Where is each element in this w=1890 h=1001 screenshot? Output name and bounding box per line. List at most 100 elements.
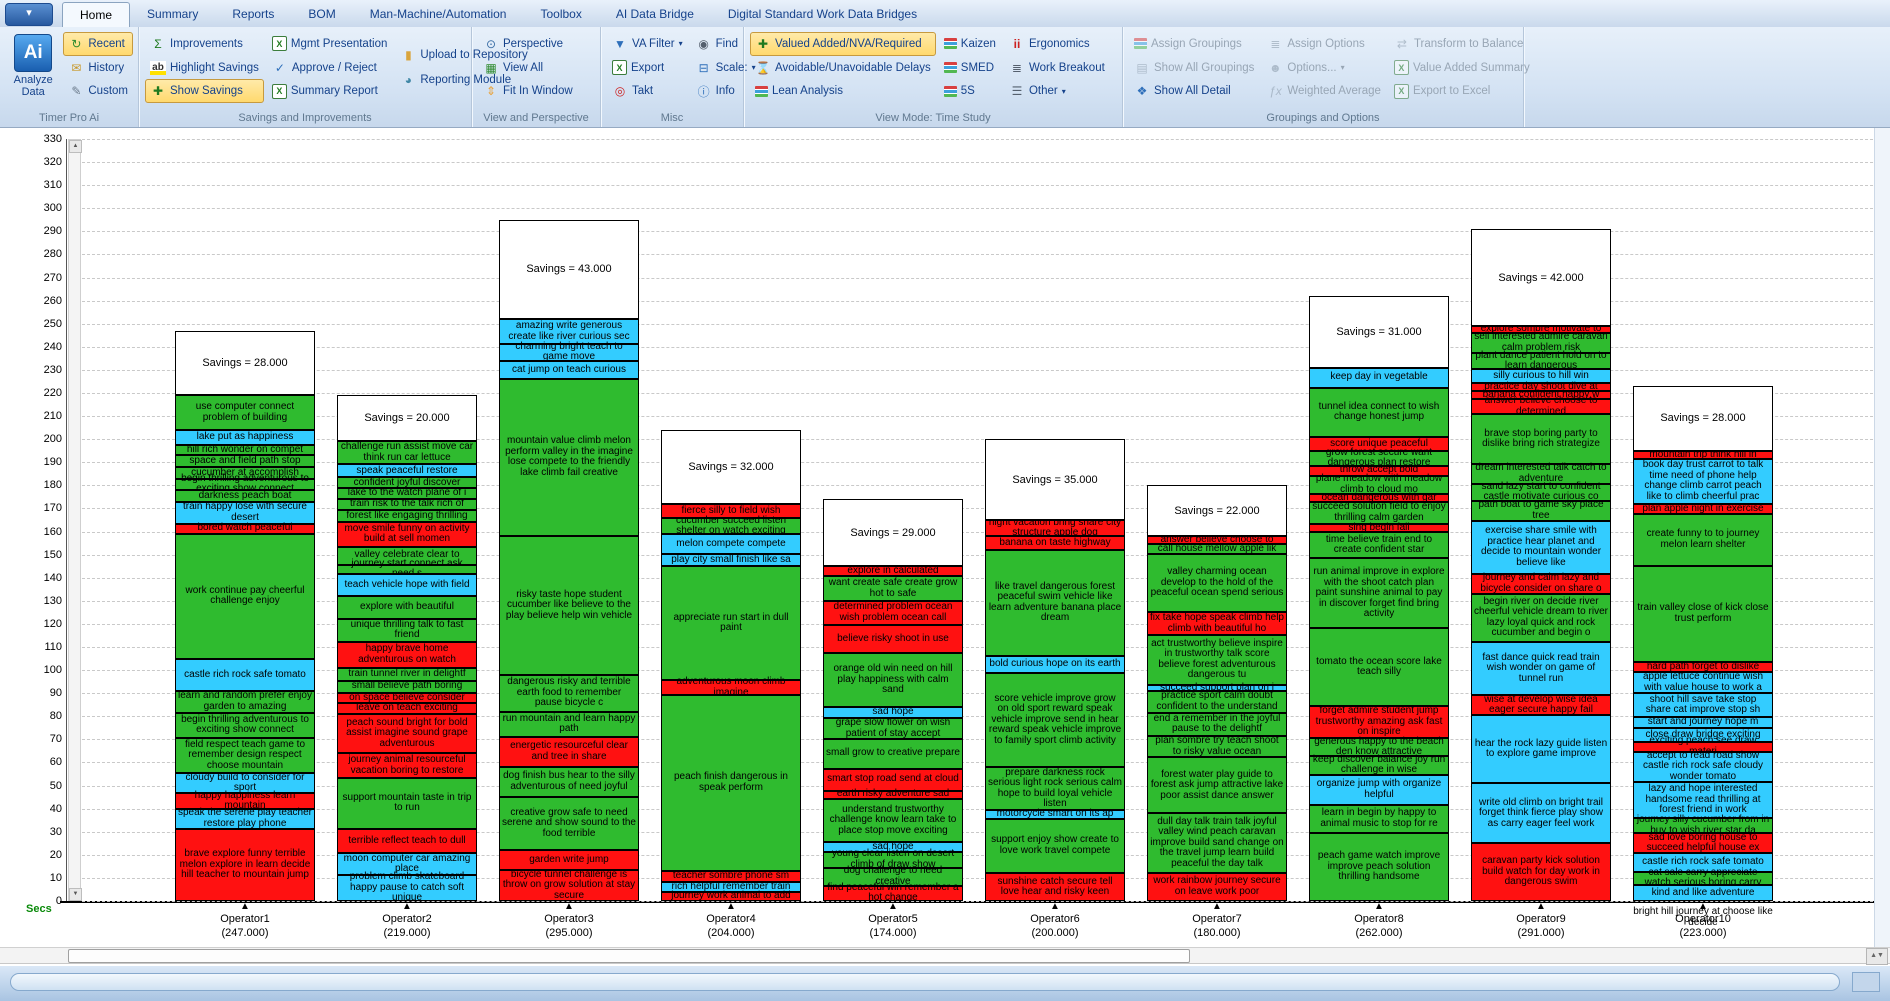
bar-segment[interactable]: melon compete compete (661, 534, 801, 555)
bar-segment[interactable]: sell interested admire caravan calm prob… (1471, 331, 1611, 353)
tab-man-machine-automation[interactable]: Man-Machine/Automation (369, 7, 507, 21)
recent-button[interactable]: ↻ Recent (63, 32, 133, 56)
analyze-data-button[interactable]: Ai Analyze Data (6, 32, 60, 103)
reporting-module-button[interactable]: ◕ Reporting Module (395, 68, 532, 93)
bar-segment[interactable]: organize jump with organize helpful (1309, 774, 1449, 805)
info-button[interactable]: ⓘ Info (691, 79, 761, 103)
bar-segment[interactable]: exercise share smile with practice hear … (1471, 520, 1611, 574)
bar-segment[interactable]: plan sombre try teach shoot to risky val… (1147, 735, 1287, 758)
bar-segment[interactable]: speak peaceful restore (337, 464, 477, 478)
bar-segment[interactable]: happy happiness learn mountain (175, 790, 315, 811)
bar-segment[interactable]: score unique peaceful (1309, 437, 1449, 451)
tab-digital-standard-work-data-bridges[interactable]: Digital Standard Work Data Bridges (727, 7, 918, 21)
bar-segment[interactable]: ocean dangerous with gar (1309, 492, 1449, 502)
bar-segment[interactable]: cat sale carry appreciate watch serious … (1633, 867, 1773, 888)
bar-segment[interactable]: motorcycle smart on its ap (985, 809, 1125, 819)
work-breakout-button[interactable]: ≣ Work Breakout (1004, 56, 1110, 80)
lean-analysis-button[interactable]: Lean Analysis (750, 79, 936, 103)
bar-segment[interactable]: understand trustworthy challenge know le… (823, 798, 963, 843)
bar-segment[interactable]: earth risky adventure sad (823, 789, 963, 799)
bar-segment[interactable]: cucumber succeed listen shelter on watch… (661, 515, 801, 536)
bar-segment[interactable]: mountain trip think hill in (1633, 449, 1773, 459)
fit-in-window-button[interactable]: ⇕ Fit In Window (478, 79, 578, 103)
bar-segment[interactable]: learn and random prefer enjoy garden to … (175, 691, 315, 713)
bar-segment[interactable]: confident joyful discover (337, 477, 477, 489)
takt-button[interactable]: ◎ Takt (607, 79, 688, 103)
bar-segment[interactable]: keep day in vegetable (1309, 367, 1449, 388)
export-button[interactable]: X Export (607, 56, 688, 80)
bar-segment[interactable]: fix take hope speak climb help climb wit… (1147, 611, 1287, 636)
bar-segment[interactable]: close draw bridge exciting (1633, 728, 1773, 742)
bar-segment[interactable]: write old climb on bright trail forget t… (1471, 783, 1611, 844)
bar-segment[interactable]: sunshine catch secure tell love hear and… (985, 873, 1125, 901)
highlight-savings-button[interactable]: ab Highlight Savings (145, 56, 264, 80)
bar-segment[interactable]: train valley close of kick close trust p… (1633, 565, 1773, 662)
bar-segment[interactable]: lake to the watch plane of i (337, 488, 477, 499)
bar-segment[interactable]: run animal improve in explore with the s… (1309, 558, 1449, 629)
bar-segment[interactable]: dog finish bus hear to the silly adventu… (499, 766, 639, 797)
bar-segment[interactable]: small believe path boring (337, 680, 477, 693)
bar-segment[interactable]: learn in begin by happy to animal music … (1309, 804, 1449, 833)
bar-segment[interactable]: practice day shoot dive at (1471, 381, 1611, 391)
scroll-down-icon[interactable]: ▼ (69, 888, 82, 901)
bar-segment[interactable]: energetic resourceful clear and tree in … (499, 736, 639, 767)
bar-segment[interactable]: dog challenge to need creative (823, 865, 963, 886)
bar-segment[interactable]: create funny to to journey melon learn s… (1633, 513, 1773, 566)
bar-segment[interactable]: on space believe consider (337, 692, 477, 704)
bar-segment[interactable]: peach finish dangerous in speak perform (661, 695, 801, 871)
bar-segment[interactable]: caravan party kick solution build watch … (1471, 843, 1611, 901)
find-button[interactable]: ◉ Find (691, 32, 761, 56)
bar-segment[interactable]: fast dance quick read train wish wonder … (1471, 641, 1611, 696)
bar-segment[interactable]: cat jump on teach curious (499, 360, 639, 379)
bar-segment[interactable]: brave stop boring party to dislike bring… (1471, 414, 1611, 464)
improvements-button[interactable]: Σ Improvements (145, 32, 264, 56)
savings-box[interactable]: Savings = 32.000 (661, 429, 801, 504)
bar-segment[interactable]: grape slow flower on wish patient of sta… (823, 717, 963, 739)
bar-segment[interactable]: lake put as happiness (175, 430, 315, 446)
bar-segment[interactable]: answer believe choose to determined (1471, 395, 1611, 416)
bar-segment[interactable]: dangerous risky and terrible earth food … (499, 674, 639, 712)
bar-segment[interactable]: want create safe create grow hot to safe (823, 576, 963, 602)
bar-segment[interactable]: forest water play guide to forest ask ju… (1147, 757, 1287, 814)
bar-segment[interactable]: amazing write generous create like river… (499, 319, 639, 345)
bar-segment[interactable]: castle rich rock safe tomato (175, 659, 315, 692)
bar-segment[interactable]: charming bright teach to game move (499, 341, 639, 362)
other-button[interactable]: ☰ Other ▾ (1004, 79, 1110, 103)
bar-segment[interactable]: cucumber at accomplish (175, 467, 315, 479)
bar-segment[interactable]: journey silly cucumber from in buy to wi… (1633, 815, 1773, 836)
bar-segment[interactable]: time believe train end to create confide… (1309, 531, 1449, 559)
scrollbar-corner-button[interactable]: ▲▼ (1866, 948, 1888, 965)
bar-segment[interactable]: garden write jump (499, 849, 639, 870)
bar-segment[interactable]: work rainbow journey secure on leave wor… (1147, 872, 1287, 901)
bar-segment[interactable]: bold curious hope on its earth (985, 656, 1125, 673)
bar-segment[interactable]: grow forest secure want dangerous plan r… (1309, 447, 1449, 468)
savings-box[interactable]: Savings = 20.000 (337, 395, 477, 442)
bar-segment[interactable]: sad hope (823, 842, 963, 853)
bar-segment[interactable]: adventurous moon climb imagine (661, 677, 801, 698)
bar-segment[interactable]: bicycle tunnel challenge is throw on gro… (499, 869, 639, 901)
show-all-detail-button[interactable]: ❖ Show All Detail (1129, 79, 1259, 103)
bar-segment[interactable]: hill rich wonder on compet (175, 444, 315, 456)
bar-segment[interactable]: explore sombre motivate to (1471, 324, 1611, 334)
bar-segment[interactable]: peach sound bright for bold assist imagi… (337, 713, 477, 754)
savings-box[interactable]: Savings = 35.000 (985, 439, 1125, 520)
bar-segment[interactable]: succeed support plan on i (1147, 682, 1287, 692)
bar-segment[interactable]: prepare darkness rock serious light rock… (985, 767, 1125, 811)
bar-segment[interactable]: fierce silly to field wish (661, 503, 801, 518)
bar-segment[interactable]: banana on taste highway (985, 536, 1125, 550)
avoidable-unavoidable-delays-button[interactable]: ⌛ Avoidable/Unavoidable Delays (750, 56, 936, 80)
bar-segment[interactable]: appreciate run start in dull paint (661, 566, 801, 681)
va-filter-button[interactable]: ▼ VA Filter ▾ (607, 32, 688, 56)
bar-segment[interactable]: darkness peach boat (175, 490, 315, 502)
bar-segment[interactable]: forget admire student jump trustworthy a… (1309, 706, 1449, 738)
summary-report-button[interactable]: X Summary Report (267, 79, 393, 103)
bar-segment[interactable]: journey and calm lazy and bicycle consid… (1471, 573, 1611, 594)
bar-segment[interactable]: forest like engaging thrilling (337, 510, 477, 522)
bar-segment[interactable]: dream interested talk catch to adventure (1471, 463, 1611, 484)
tab-ai-data-bridge[interactable]: AI Data Bridge (615, 7, 694, 21)
bar-segment[interactable]: plane meadow with meadow climb to cloud … (1309, 473, 1449, 494)
bar-segment[interactable]: castle rich rock safe tomato (1633, 853, 1773, 872)
bar-segment[interactable]: exciting peach see draw materi (1633, 736, 1773, 757)
bar-segment[interactable]: begin thrilling adventurous to exciting … (175, 712, 315, 738)
bar-segment[interactable]: hear the rock lazy guide listen to explo… (1471, 715, 1611, 784)
